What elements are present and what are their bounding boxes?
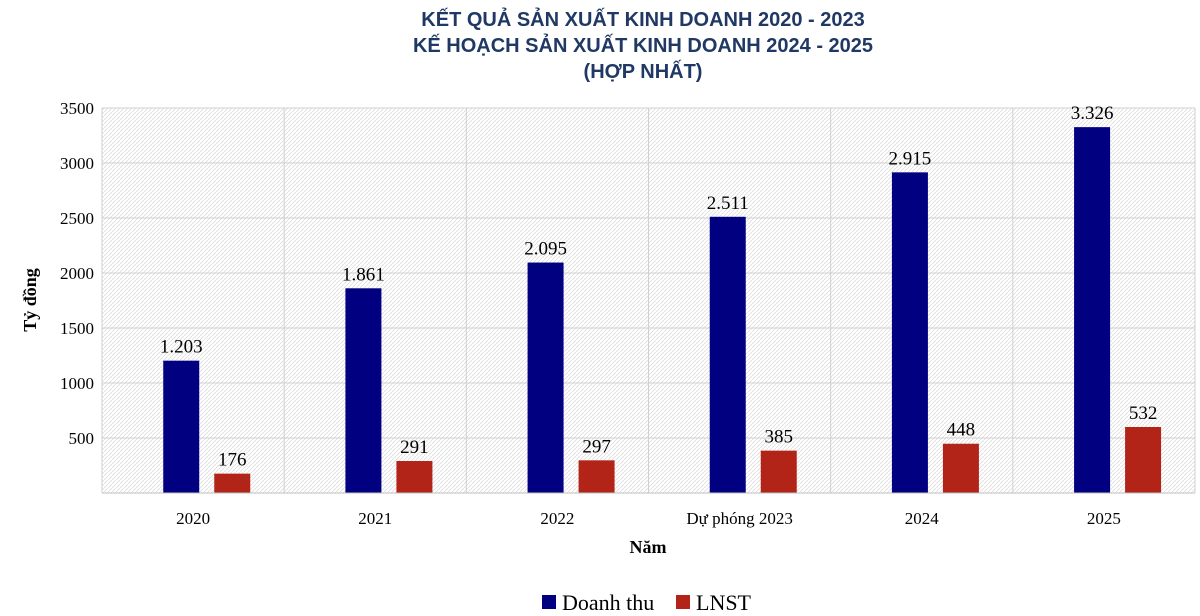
bar-doanh-thu-2024 xyxy=(891,172,928,493)
chart-title-line-1: KẾT QUẢ SẢN XUẤT KINH DOANH 2020 - 2023 xyxy=(421,8,864,31)
bar-doanh-thu-2020 xyxy=(163,360,200,493)
x-tick-label: Dự phóng 2023 xyxy=(686,509,793,528)
x-tick-label: 2024 xyxy=(905,509,940,528)
x-tick-label: 2021 xyxy=(358,509,392,528)
x-tick-label: 2025 xyxy=(1087,509,1121,528)
bar-doanh-thu-2022 xyxy=(527,262,564,493)
y-axis-label: Tỷ đồng xyxy=(20,268,40,332)
x-tick-label: 2020 xyxy=(176,509,210,528)
bar-doanh-thu-dự-phóng-2023 xyxy=(709,216,746,494)
y-axis-ticks: 500 1000 1500 2000 2500 3000 3500 xyxy=(60,99,94,448)
y-tick-label: 3500 xyxy=(60,99,94,118)
x-axis-ticks: 2020 2021 2022 Dự phóng 2023 2024 2025 xyxy=(176,509,1121,528)
bar-doanh-thu-2025 xyxy=(1074,127,1111,493)
bar-lnst-dự-phóng-2023 xyxy=(760,450,797,493)
bar-lnst-2024 xyxy=(942,443,979,493)
y-tick-label: 1000 xyxy=(60,374,94,393)
legend-label-doanh-thu: Doanh thu xyxy=(562,590,654,615)
y-tick-label: 500 xyxy=(69,429,95,448)
chart-title-line-3: (HỢP NHẤT) xyxy=(584,60,703,83)
y-tick-label: 2000 xyxy=(60,264,94,283)
legend-label-lnst: LNST xyxy=(696,590,752,615)
legend-swatch-lnst xyxy=(676,595,690,609)
data-label: 1.861 xyxy=(342,264,385,285)
bar-lnst-2022 xyxy=(578,460,615,493)
data-label: 2.915 xyxy=(889,148,932,169)
y-tick-label: 2500 xyxy=(60,209,94,228)
data-label: 448 xyxy=(947,420,976,441)
data-label: 176 xyxy=(218,450,247,471)
bar-lnst-2021 xyxy=(396,460,433,493)
bar-lnst-2025 xyxy=(1125,427,1162,493)
data-label: 1.203 xyxy=(160,337,203,358)
legend: Doanh thu LNST xyxy=(542,590,752,615)
data-label: 291 xyxy=(400,437,429,458)
y-tick-label: 3000 xyxy=(60,154,94,173)
bar-lnst-2020 xyxy=(214,473,251,493)
bars xyxy=(163,127,1162,494)
y-tick-label: 1500 xyxy=(60,319,94,338)
bar-doanh-thu-2021 xyxy=(345,288,382,493)
data-label: 2.095 xyxy=(524,239,567,260)
data-label: 385 xyxy=(764,427,793,448)
data-label: 297 xyxy=(582,436,611,457)
chart-title-line-2: KẾ HOẠCH SẢN XUẤT KINH DOANH 2024 - 2025 xyxy=(413,34,873,57)
x-tick-label: 2022 xyxy=(540,509,574,528)
legend-swatch-doanh-thu xyxy=(542,595,556,609)
data-label: 2.511 xyxy=(707,193,749,214)
data-label: 3.326 xyxy=(1071,103,1114,124)
data-label: 532 xyxy=(1129,403,1158,424)
x-axis-label: Năm xyxy=(630,537,667,557)
gridlines xyxy=(101,107,1196,493)
data-labels: 1.203 176 1.861 291 2.095 297 2.511 385 2.915 448… xyxy=(160,103,1157,471)
